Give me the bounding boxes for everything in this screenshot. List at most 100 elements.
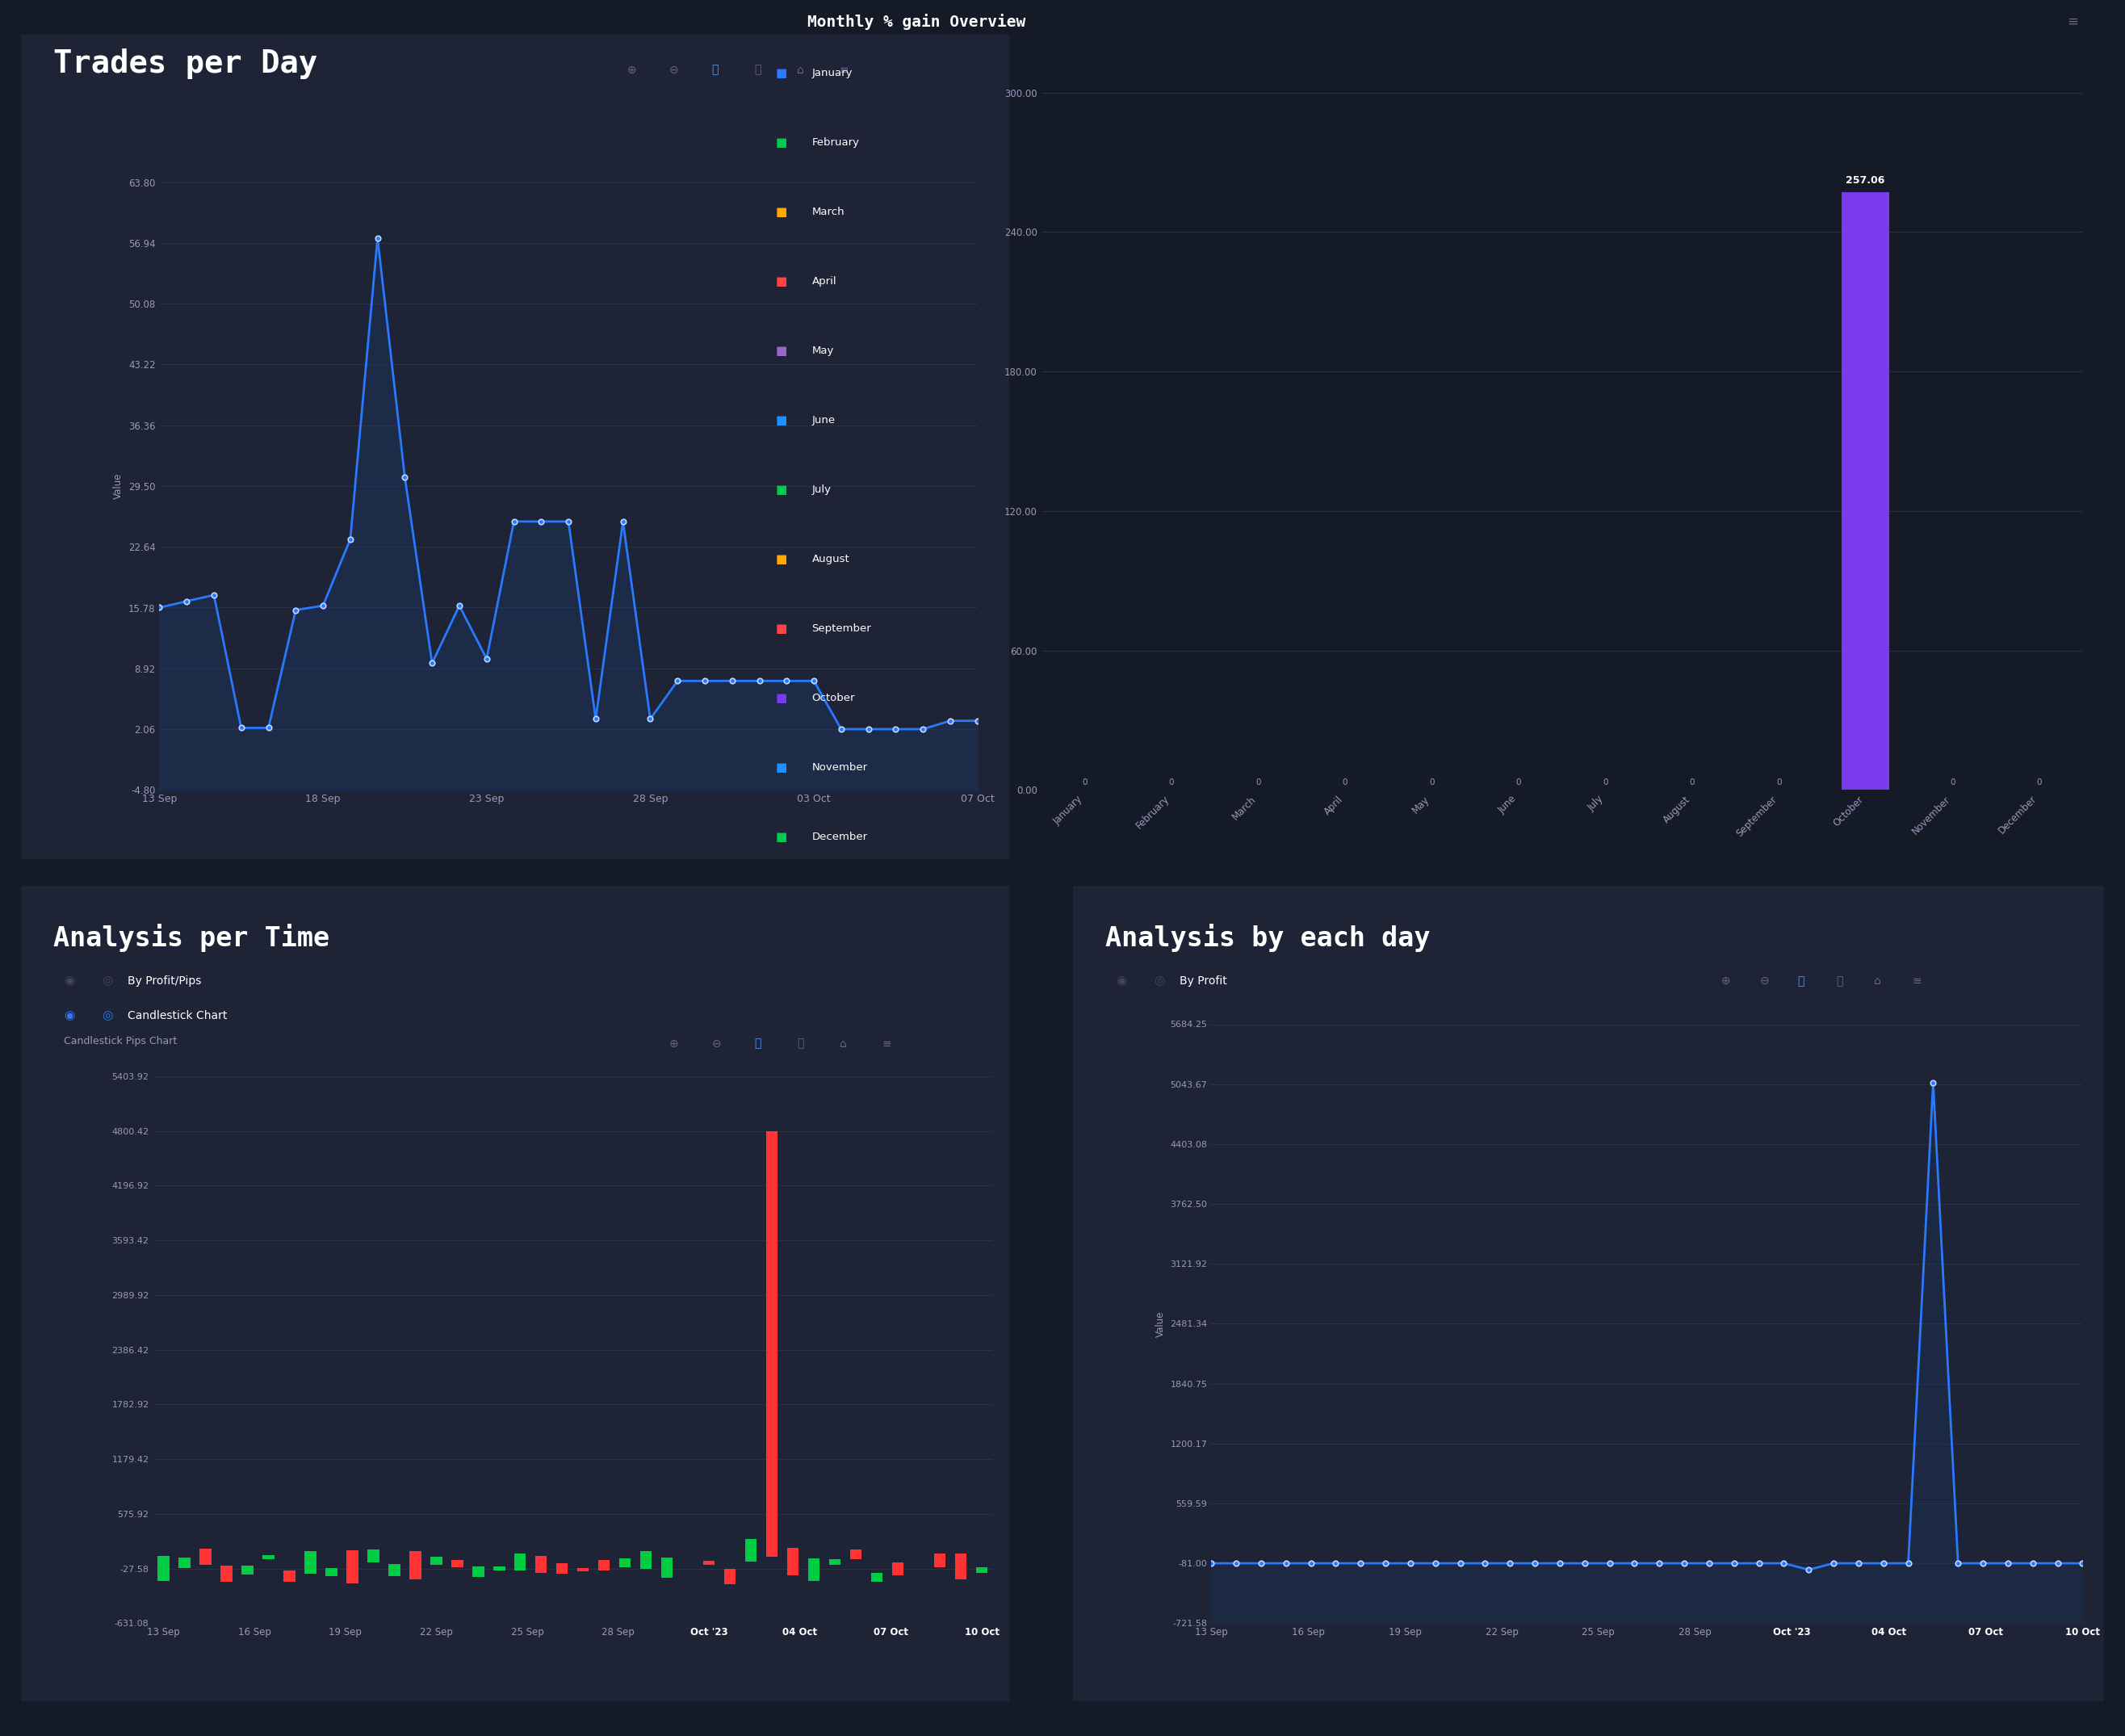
Point <box>414 649 448 677</box>
Point <box>1243 1550 1277 1578</box>
Text: December: December <box>812 832 867 842</box>
Y-axis label: Value: Value <box>1156 1311 1167 1337</box>
Bar <box>283 1571 295 1581</box>
Text: ≡: ≡ <box>839 64 848 76</box>
Text: ⊕: ⊕ <box>1721 976 1730 986</box>
Text: By Profit/Pips: By Profit/Pips <box>128 976 202 986</box>
Text: ■: ■ <box>776 276 786 286</box>
Text: ≡: ≡ <box>2068 14 2078 28</box>
Point <box>852 715 886 743</box>
Point <box>1394 1550 1428 1578</box>
Bar <box>599 1561 610 1571</box>
Text: November: November <box>812 762 867 773</box>
Text: September: September <box>812 623 871 634</box>
Bar <box>829 1559 842 1566</box>
Point <box>1717 1550 1751 1578</box>
Point <box>880 715 914 743</box>
Text: 🔍: 🔍 <box>1798 976 1804 986</box>
Text: ⌂: ⌂ <box>1874 976 1881 986</box>
Point <box>497 507 531 535</box>
Point <box>1517 1550 1551 1578</box>
Text: ⌂: ⌂ <box>797 64 803 76</box>
Point <box>1269 1550 1303 1578</box>
Bar <box>493 1568 506 1571</box>
Bar <box>304 1552 317 1573</box>
Point <box>1991 1550 2025 1578</box>
Point <box>1568 1550 1602 1578</box>
Text: ■: ■ <box>776 415 786 425</box>
Text: 0: 0 <box>1430 778 1434 786</box>
Bar <box>221 1566 232 1581</box>
Text: Trades per Day: Trades per Day <box>53 49 317 80</box>
Point <box>1817 1550 1851 1578</box>
Text: 0: 0 <box>1515 778 1522 786</box>
Point <box>905 715 939 743</box>
Point <box>361 224 395 252</box>
Point <box>251 713 285 741</box>
Bar <box>200 1549 210 1564</box>
FancyBboxPatch shape <box>1052 870 2125 1717</box>
Text: January: January <box>812 68 852 78</box>
Bar <box>786 1549 799 1575</box>
Text: ⊕: ⊕ <box>627 64 635 76</box>
Point <box>769 667 803 694</box>
Text: ✋: ✋ <box>1836 976 1842 986</box>
Text: 0: 0 <box>1256 778 1260 786</box>
Point <box>1294 1550 1328 1578</box>
Bar <box>954 1554 967 1580</box>
Text: ◎: ◎ <box>102 1010 113 1021</box>
Bar <box>472 1566 484 1576</box>
Text: ■: ■ <box>776 137 786 148</box>
Text: 257.06: 257.06 <box>1847 175 1885 186</box>
Text: March: March <box>812 207 844 217</box>
Point <box>606 507 640 535</box>
Point <box>1966 1550 2000 1578</box>
Text: ■: ■ <box>776 484 786 495</box>
Bar <box>410 1552 421 1580</box>
Text: Monthly % gain Overview: Monthly % gain Overview <box>808 14 1026 30</box>
Point <box>688 667 723 694</box>
Text: ≡: ≡ <box>882 1038 890 1050</box>
Bar <box>893 1562 903 1576</box>
Text: Candlestick Chart: Candlestick Chart <box>128 1010 227 1021</box>
Text: 0: 0 <box>2036 778 2042 786</box>
Point <box>1592 1550 1626 1578</box>
Bar <box>264 1555 274 1559</box>
Text: ■: ■ <box>776 68 786 78</box>
Text: Analysis by each day: Analysis by each day <box>1105 924 1430 951</box>
Text: ■: ■ <box>776 345 786 356</box>
Text: ■: ■ <box>776 762 786 773</box>
FancyBboxPatch shape <box>2 17 1028 875</box>
Point <box>960 707 995 734</box>
Bar <box>179 1557 191 1568</box>
Text: October: October <box>812 693 854 703</box>
Bar <box>557 1564 567 1575</box>
Point <box>633 705 667 733</box>
FancyBboxPatch shape <box>2 870 1028 1717</box>
Text: ⊖: ⊖ <box>712 1038 720 1050</box>
Text: ≡: ≡ <box>1913 976 1921 986</box>
Text: ■: ■ <box>776 693 786 703</box>
Bar <box>871 1573 882 1581</box>
Point <box>142 594 176 621</box>
Text: 0: 0 <box>1689 778 1694 786</box>
Bar <box>389 1564 400 1576</box>
Point <box>1443 1550 1477 1578</box>
Point <box>550 507 584 535</box>
Bar <box>368 1550 378 1562</box>
Y-axis label: Value: Value <box>113 472 123 500</box>
Bar <box>935 1554 946 1568</box>
Point <box>278 595 312 623</box>
Point <box>1194 1550 1228 1578</box>
Point <box>525 507 559 535</box>
Text: ◎: ◎ <box>1154 976 1165 986</box>
Text: 0: 0 <box>1951 778 1955 786</box>
Text: ⊖: ⊖ <box>669 64 678 76</box>
Bar <box>703 1561 714 1566</box>
Point <box>1543 1550 1577 1578</box>
Text: Candlestick Pips Chart: Candlestick Pips Chart <box>64 1036 176 1047</box>
Point <box>306 592 340 620</box>
Bar <box>746 1538 756 1561</box>
Bar <box>661 1557 674 1578</box>
Text: 🔍: 🔍 <box>754 1038 761 1050</box>
